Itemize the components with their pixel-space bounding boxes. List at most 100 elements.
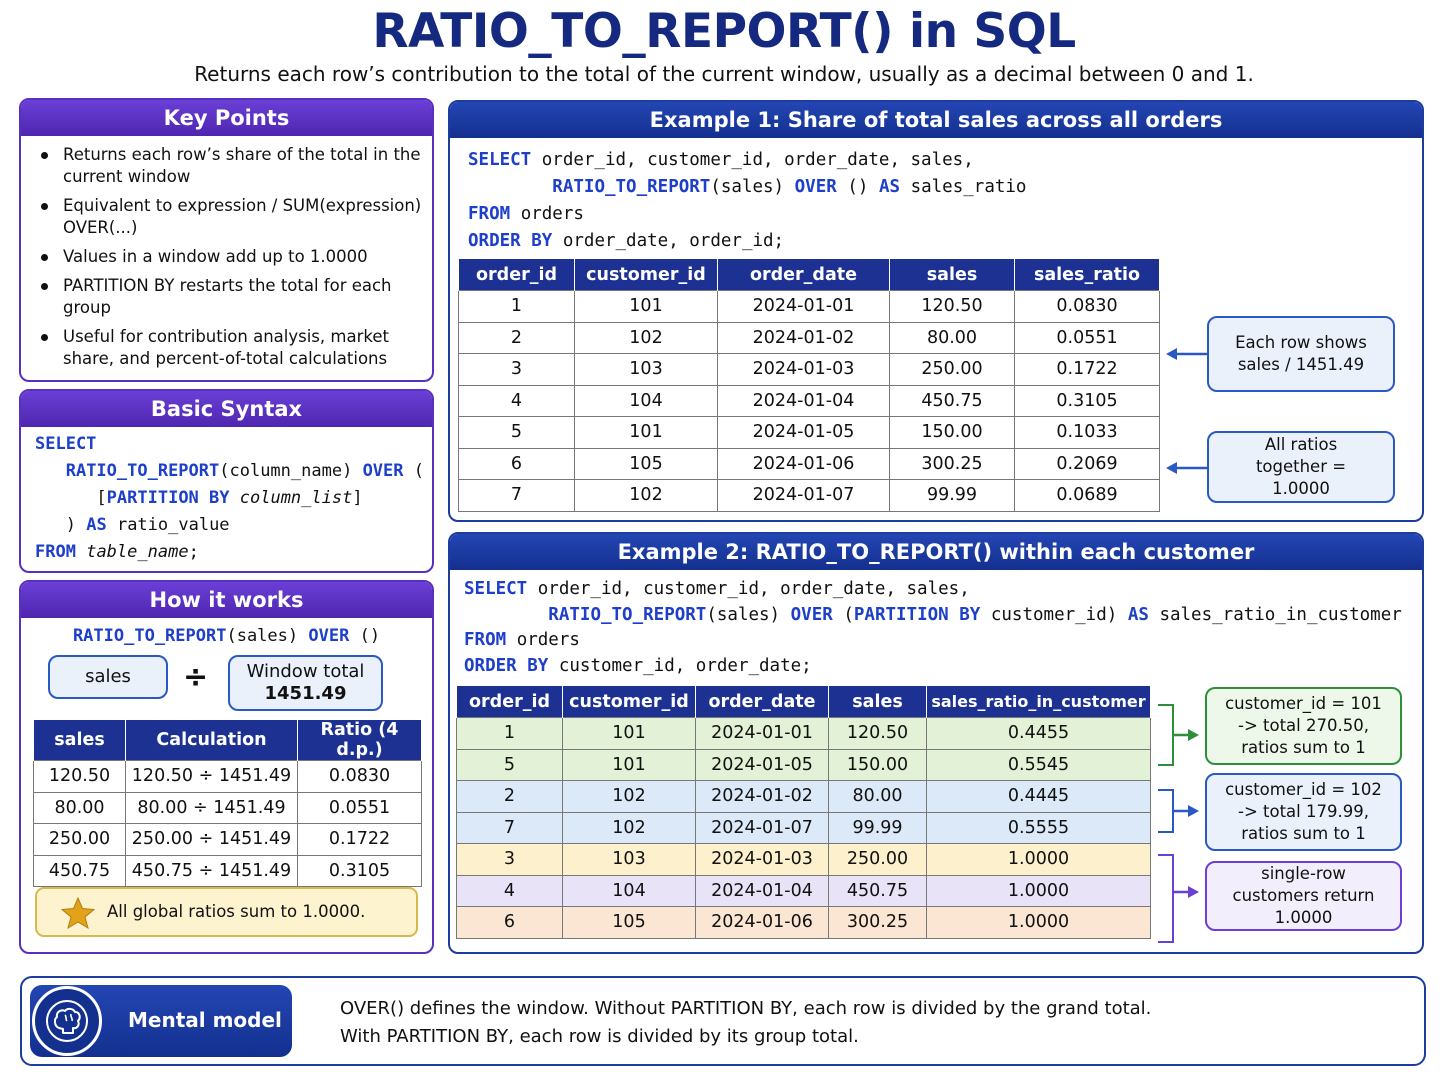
code-text: () (359, 626, 381, 646)
mental-model-label: Mental model (128, 1008, 282, 1032)
callout-single-row: single-row customers return 1.0000 (1205, 861, 1402, 931)
table-cell: 0.0551 (297, 791, 422, 824)
table-row: 80.00 80.00 ÷ 1451.49 0.0551 (33, 791, 422, 824)
sales-box-label: sales (85, 666, 131, 687)
window-total-value: 1451.49 (264, 683, 347, 704)
code-text: (column_name) (219, 461, 353, 481)
code-text: sales_ratio (900, 177, 1027, 197)
table-cell: 120.50 ÷ 1451.49 (125, 760, 298, 793)
table-cell: 103 (562, 843, 696, 876)
kw-over: OVER (362, 461, 404, 481)
table-cell: 150.00 (828, 748, 927, 781)
column-header: Calculation (125, 719, 298, 761)
column-header: sales_ratio (1014, 258, 1160, 291)
example1-code: SELECT order_id, customer_id, order_date… (450, 138, 1422, 255)
kw-select: SELECT (468, 150, 532, 170)
example1-table: order_id customer_id order_date sales sa… (458, 258, 1160, 512)
code-text: ( (832, 604, 854, 625)
example2-heading: Example 2: RATIO_TO_REPORT() within each… (450, 534, 1422, 570)
table-row: 4 104 2024-01-04 450.75 1.0000 (456, 874, 1151, 907)
table-cell: 3 (456, 843, 563, 876)
global-ratio-note-text: All global ratios sum to 1.0000. (107, 902, 366, 921)
table-cell: 450.75 ÷ 1451.49 (125, 854, 298, 887)
table-cell: 2 (456, 780, 563, 813)
table-cell: 250.00 (889, 353, 1015, 386)
column-header: sales_ratio_in_customer (926, 685, 1151, 718)
code-text: ] (352, 488, 363, 508)
table-cell: 102 (562, 811, 696, 844)
table-row: 5 101 2024-01-05 150.00 0.1033 (458, 416, 1160, 449)
column-header: customer_id (574, 258, 718, 291)
table-cell: 0.4445 (926, 780, 1151, 813)
table-cell: 3 (458, 353, 575, 386)
table-cell: 102 (574, 479, 718, 512)
mental-model-badge: Mental model (30, 985, 292, 1057)
kw-from: FROM (35, 542, 76, 562)
key-points-list: Returns each row’s share of the total in… (21, 136, 432, 370)
group-bracket-101 (1158, 704, 1199, 766)
table-cell: 0.3105 (1014, 384, 1160, 417)
key-point: Useful for contribution analysis, market… (37, 326, 424, 370)
kw-from: FROM (468, 204, 511, 224)
table-cell: 2024-01-06 (717, 447, 890, 480)
global-ratio-note: All global ratios sum to 1.0000. (35, 887, 418, 937)
table-cell: 7 (458, 479, 575, 512)
table-cell: 101 (562, 717, 696, 750)
table-cell: 4 (458, 384, 575, 417)
brain-icon (46, 1000, 88, 1042)
table-cell: 150.00 (889, 416, 1015, 449)
kw-order-by: ORDER BY (464, 655, 549, 676)
callout-each-row: Each row shows sales / 1451.49 (1207, 316, 1395, 392)
table-row: 6 105 2024-01-06 300.25 1.0000 (456, 906, 1151, 939)
table-cell: 450.75 (889, 384, 1015, 417)
arrow-left-icon (1166, 462, 1212, 474)
syntax-code: SELECT RATIO_TO_REPORT(column_name) OVER… (21, 427, 432, 566)
mental-model-panel: Mental model OVER() defines the window. … (20, 976, 1426, 1066)
code-text: order_date, order_id; (552, 231, 785, 251)
kw-func: RATIO_TO_REPORT (552, 177, 711, 197)
basic-syntax-panel: Basic Syntax SELECT RATIO_TO_REPORT(colu… (19, 389, 434, 573)
key-points-heading: Key Points (21, 100, 432, 136)
code-text: ) (65, 515, 76, 535)
table-cell: 5 (456, 748, 563, 781)
column-header: sales (889, 258, 1015, 291)
table-cell: 2024-01-04 (695, 874, 829, 907)
table-cell: 0.0689 (1014, 479, 1160, 512)
mental-model-line1: OVER() defines the window. Without PARTI… (340, 998, 1152, 1019)
kw-func: RATIO_TO_REPORT (72, 626, 227, 646)
table-cell: 99.99 (889, 479, 1015, 512)
table-cell: 2024-01-07 (717, 479, 890, 512)
example2-code: SELECT order_id, customer_id, order_date… (450, 570, 1422, 679)
table-cell: 450.75 (828, 874, 927, 907)
column-header: sales (828, 685, 927, 718)
divide-symbol: ÷ (183, 660, 209, 695)
kw-func: RATIO_TO_REPORT (548, 604, 707, 625)
how-it-works-panel: How it works RATIO_TO_REPORT(sales) OVER… (19, 580, 434, 954)
table-cell: 2024-01-06 (695, 906, 829, 939)
table-row: 3 103 2024-01-03 250.00 0.1722 (458, 353, 1160, 386)
example1-panel: Example 1: Share of total sales across a… (448, 100, 1424, 522)
column-header: order_date (717, 258, 890, 291)
table-cell: 250.00 (33, 823, 126, 856)
code-text: ratio_value (116, 515, 230, 535)
column-header: order_id (456, 685, 563, 718)
table-cell: 300.25 (828, 906, 927, 939)
table-cell: 2024-01-01 (717, 290, 890, 323)
kw-select: SELECT (464, 579, 528, 599)
key-point: PARTITION BY restarts the total for each… (37, 275, 424, 319)
table-cell: 120.50 (889, 290, 1015, 323)
table-cell: 0.0551 (1014, 321, 1160, 354)
callout-text: Each row shows sales / 1451.49 (1235, 333, 1367, 374)
table-cell: 104 (562, 874, 696, 907)
table-cell: 6 (456, 906, 563, 939)
table-row: 3 103 2024-01-03 250.00 1.0000 (456, 843, 1151, 876)
kw-func: RATIO_TO_REPORT (65, 461, 220, 481)
code-text: orders (510, 204, 584, 224)
group-bracket-102 (1158, 789, 1199, 833)
table-row: 5 101 2024-01-05 150.00 0.5545 (456, 748, 1151, 781)
table-cell: 250.00 ÷ 1451.49 (125, 823, 298, 856)
example2-table: order_id customer_id order_date sales sa… (456, 685, 1151, 939)
code-text: (sales) (706, 604, 791, 625)
table-cell: 0.4455 (926, 717, 1151, 750)
code-text: orders (506, 630, 580, 650)
